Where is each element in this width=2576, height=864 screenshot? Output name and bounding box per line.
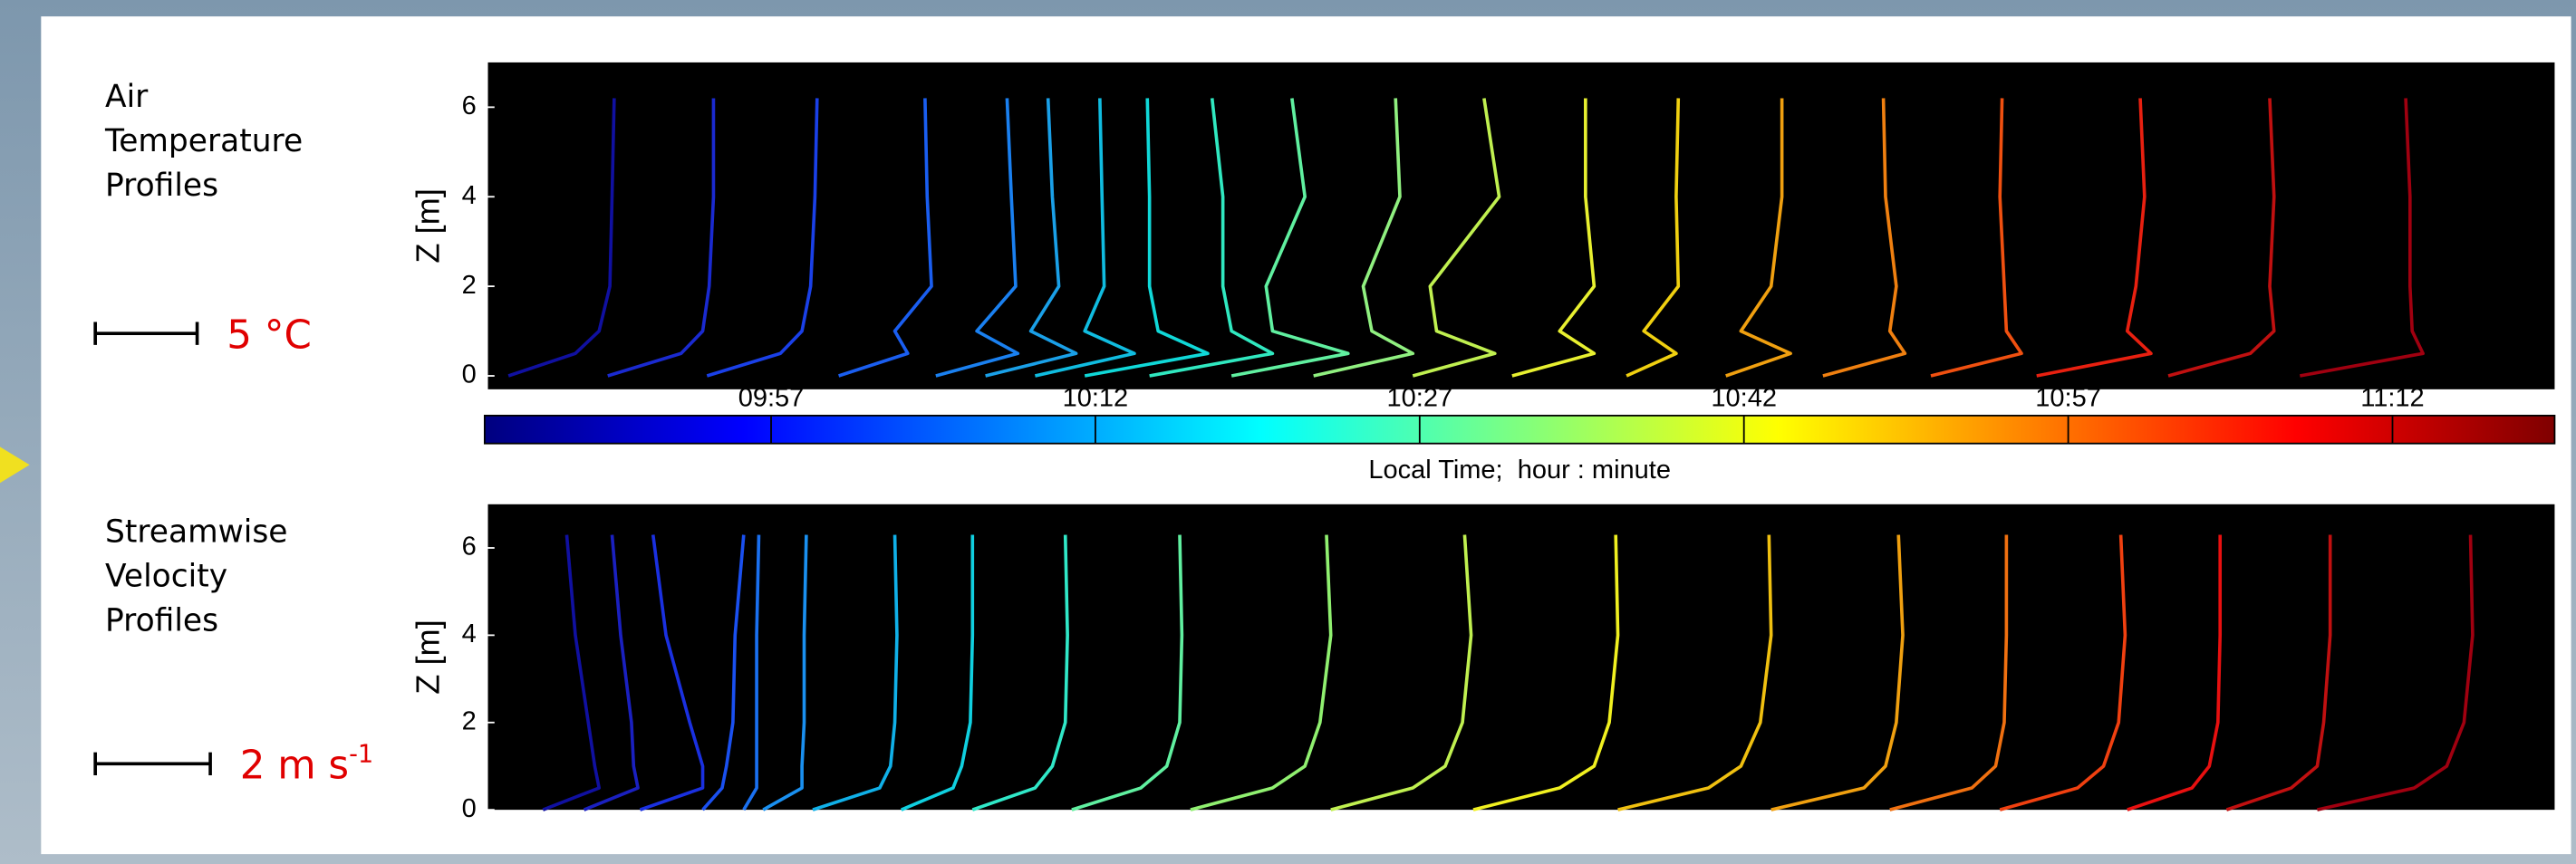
colorbar-tick-label: 10:57 — [2035, 383, 2101, 412]
y-tick-label: 2 — [462, 706, 477, 735]
panel-label: Temperature — [104, 123, 303, 159]
y-axis-label: Z [m] — [410, 188, 447, 264]
y-axis-label: Z [m] — [410, 619, 447, 695]
plot-area — [488, 62, 2555, 389]
colorbar-tick-label: 10:12 — [1063, 383, 1129, 412]
panel-label: Profiles — [105, 602, 218, 638]
colorbar-label: Local Time; hour : minute — [1368, 456, 1671, 485]
colorbar — [485, 416, 2555, 444]
scale-label-sup: -1 — [349, 741, 373, 769]
plot-area — [488, 504, 2555, 810]
y-tick-label: 0 — [462, 794, 477, 823]
colorbar-tick-label: 10:27 — [1387, 383, 1453, 412]
panel-label: Air — [105, 79, 149, 115]
colorbar-tick-label: 11:12 — [2360, 383, 2424, 412]
colorbar-tick-label: 10:42 — [1711, 383, 1777, 412]
panel-label: Profiles — [105, 168, 218, 204]
y-tick-label: 0 — [462, 360, 477, 389]
colorbar-tick-label: 09:57 — [738, 383, 805, 412]
y-tick-label: 4 — [462, 619, 477, 648]
scale-label-text: 5 °C — [227, 312, 312, 358]
panel-label: Velocity — [105, 558, 227, 594]
panel-label: Streamwise — [105, 514, 287, 551]
y-tick-label: 6 — [462, 533, 477, 562]
scale-label-text: 2 m s — [240, 744, 349, 789]
y-tick-label: 2 — [462, 271, 477, 300]
scale-label: 5 °C — [227, 312, 312, 358]
figure: Air Temperature Profiles 5 °C 0 2 4 6 Z [m] Strea… — [0, 0, 2576, 864]
y-tick-label: 6 — [462, 91, 477, 120]
y-tick-label: 4 — [462, 181, 477, 210]
